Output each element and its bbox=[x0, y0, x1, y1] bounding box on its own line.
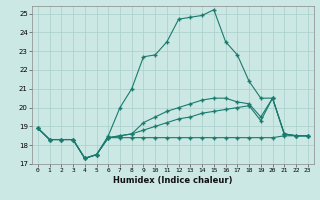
X-axis label: Humidex (Indice chaleur): Humidex (Indice chaleur) bbox=[113, 176, 233, 185]
